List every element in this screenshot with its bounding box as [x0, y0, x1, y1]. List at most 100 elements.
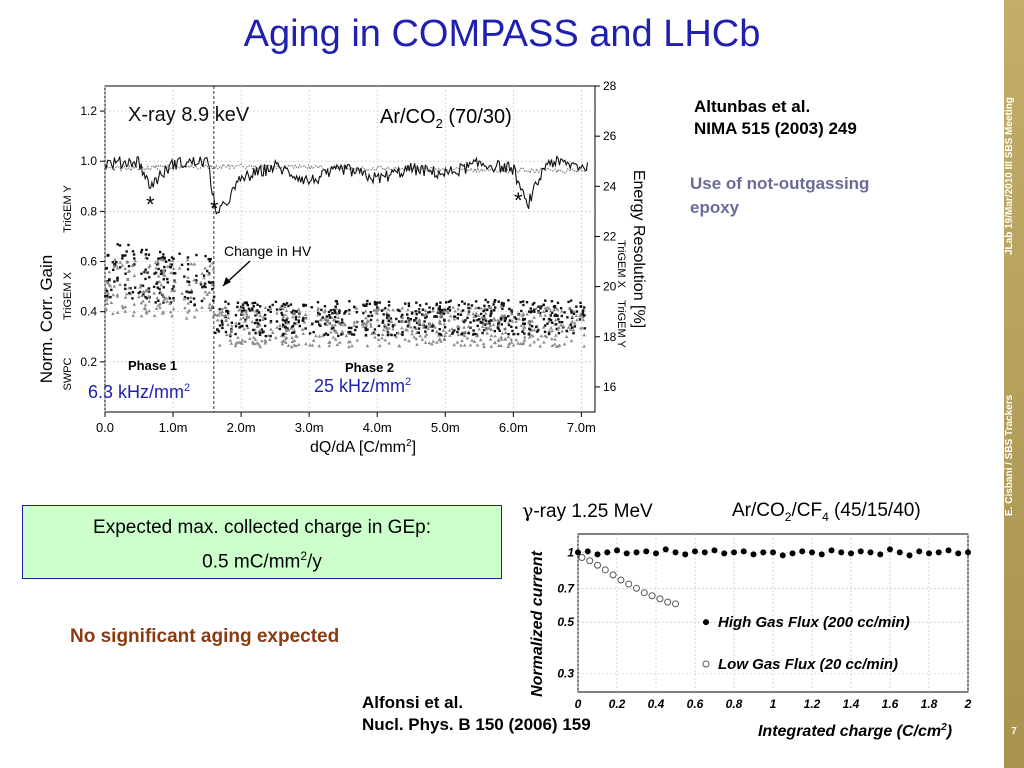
- swpc-point: [507, 299, 510, 302]
- energy-resolution-point: [280, 342, 285, 346]
- energy-resolution-point: [522, 338, 527, 342]
- energy-resolution-point: [394, 335, 399, 339]
- energy-resolution-point: [430, 342, 434, 346]
- energy-resolution-point: [316, 308, 320, 312]
- swpc-point: [274, 300, 278, 304]
- energy-resolution-point: [194, 308, 199, 312]
- energy-resolution-point: [220, 312, 224, 316]
- swpc-point: [467, 331, 470, 335]
- swpc-point: [557, 318, 560, 321]
- swpc-point: [190, 291, 193, 294]
- swpc-point: [156, 286, 159, 289]
- phase2-label: Phase 2: [345, 360, 395, 375]
- swpc-point: [348, 300, 351, 303]
- swpc-point: [314, 320, 318, 323]
- swpc-point: [507, 332, 510, 336]
- star-marker-2: *: [210, 196, 219, 221]
- swpc-point: [521, 330, 524, 334]
- swpc-point: [109, 295, 112, 299]
- swpc-point: [520, 309, 523, 313]
- energy-resolution-point: [500, 313, 504, 318]
- swpc-point: [545, 309, 548, 313]
- swpc-point: [467, 306, 470, 310]
- energy-resolution-point: [539, 334, 544, 338]
- energy-resolution-point: [407, 319, 411, 324]
- energy-resolution-point: [327, 343, 332, 348]
- swpc-point: [338, 309, 341, 312]
- energy-resolution-point: [321, 333, 325, 338]
- energy-resolution-point: [285, 327, 289, 331]
- swpc-point: [493, 298, 497, 302]
- energy-resolution-point: [245, 313, 249, 318]
- energy-resolution-point: [333, 337, 338, 341]
- swpc-point: [192, 297, 196, 300]
- energy-resolution-point: [152, 313, 157, 317]
- swpc-point: [373, 328, 377, 331]
- swpc-point: [330, 327, 334, 330]
- swpc-point: [294, 309, 298, 313]
- swpc-point: [532, 308, 536, 311]
- swpc-point: [560, 320, 564, 324]
- swpc-point: [207, 257, 210, 261]
- conclusion-text: No significant aging expected: [70, 626, 340, 647]
- energy-resolution-point: [562, 342, 567, 346]
- swpc-point: [424, 326, 428, 329]
- energy-resolution-point: [507, 341, 512, 345]
- energy-resolution-point: [253, 309, 258, 313]
- energy-resolution-point: [426, 326, 431, 331]
- swpc-point: [225, 310, 228, 313]
- energy-resolution-point: [263, 338, 267, 342]
- swpc-point: [553, 305, 556, 309]
- energy-resolution-point: [143, 289, 148, 293]
- energy-resolution-point: [362, 321, 367, 326]
- low-flux-point: [594, 561, 601, 569]
- swpc-point: [336, 302, 339, 305]
- energy-resolution-point: [511, 343, 516, 347]
- swpc-point: [543, 330, 547, 334]
- swpc-point: [204, 285, 207, 289]
- swpc-point: [186, 256, 190, 259]
- energy-resolution-point: [258, 323, 262, 327]
- swpc-point: [202, 285, 206, 288]
- energy-resolution-point: [521, 341, 525, 346]
- energy-resolution-point: [218, 310, 222, 314]
- swpc-point: [393, 334, 397, 337]
- swpc-point: [415, 313, 418, 316]
- swpc-point: [582, 309, 585, 312]
- energy-resolution-point: [354, 320, 359, 324]
- energy-resolution-point: [506, 320, 511, 325]
- energy-resolution-point: [500, 305, 504, 309]
- x-tick-label-2: 1: [770, 697, 777, 711]
- change-hv-arrowhead: [223, 277, 231, 286]
- energy-resolution-point: [159, 291, 163, 295]
- swpc-point: [570, 309, 573, 312]
- swpc-point: [398, 309, 401, 313]
- gas-mixture-2-label: Ar/CO2/CF4 (45/15/40): [732, 500, 921, 524]
- swpc-point: [427, 311, 430, 314]
- swpc-point: [321, 316, 325, 319]
- energy-resolution-point: [544, 334, 549, 339]
- high-flux-point: [877, 551, 884, 558]
- swpc-point: [328, 316, 332, 319]
- energy-resolution-point: [334, 306, 338, 310]
- energy-resolution-point: [141, 289, 146, 293]
- energy-resolution-point: [292, 338, 297, 342]
- swpc-point: [214, 331, 217, 335]
- swpc-point: [131, 297, 134, 300]
- swpc-point: [521, 300, 525, 303]
- swpc-point: [256, 303, 259, 306]
- energy-resolution-point: [509, 337, 514, 341]
- energy-resolution-point: [334, 330, 339, 334]
- swpc-point: [467, 310, 471, 314]
- energy-resolution-point: [226, 315, 231, 320]
- swpc-point: [333, 309, 337, 312]
- swpc-point: [532, 301, 536, 305]
- swpc-point: [172, 297, 175, 300]
- swpc-point: [227, 302, 230, 306]
- swpc-point: [570, 326, 574, 329]
- energy-resolution-point: [192, 262, 197, 266]
- swpc-point: [572, 312, 576, 316]
- swpc-point: [308, 332, 312, 335]
- swpc-point: [104, 294, 107, 298]
- swpc-point: [173, 272, 177, 275]
